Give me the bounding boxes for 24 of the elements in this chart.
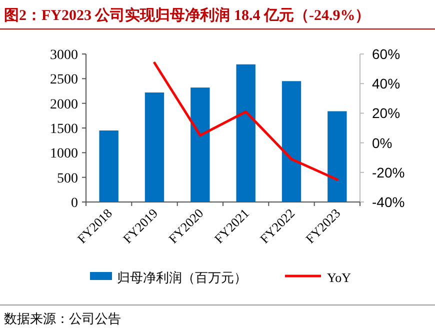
- y-tick-label: 2500: [50, 72, 78, 88]
- y2-tick-label: 60%: [372, 46, 400, 62]
- legend-label: 归母净利润（百万元）: [117, 270, 247, 285]
- y-tick-label: 0: [71, 196, 78, 211]
- legend-label: YoY: [327, 270, 352, 285]
- y-tick-label: 500: [57, 171, 78, 186]
- title: 图2：FY2023 公司实现归母净利润 18.4 亿元（-24.9%）: [4, 8, 370, 24]
- bar: [99, 130, 118, 202]
- y-tick-label: 3000: [50, 48, 78, 63]
- y2-tick-label: 40%: [372, 76, 400, 92]
- bar: [282, 81, 302, 202]
- source-note: 数据来源：公司公告: [4, 311, 121, 326]
- y2-tick-label: -40%: [372, 194, 405, 210]
- y2-tick-label: 20%: [372, 105, 400, 122]
- y2-tick-label: 0%: [372, 134, 392, 151]
- line-series: [153, 62, 338, 181]
- bar: [328, 111, 347, 202]
- y-tick-label: 2000: [50, 97, 78, 112]
- bar: [144, 92, 164, 202]
- bar: [236, 64, 256, 202]
- y-tick-label: 1000: [50, 146, 78, 162]
- y-tick-label: 1500: [50, 122, 78, 137]
- bar: [190, 88, 210, 202]
- y2-tick-label: -20%: [372, 164, 405, 180]
